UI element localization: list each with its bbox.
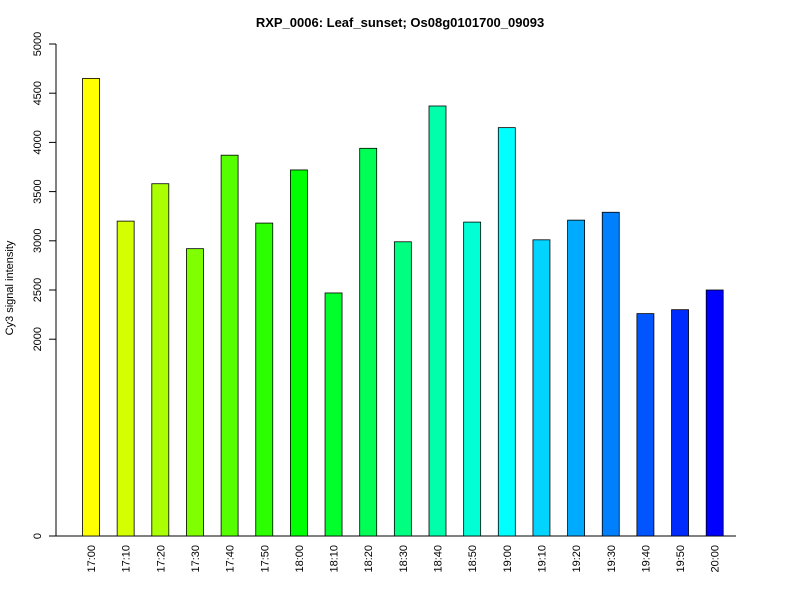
x-tick-label: 19:30	[606, 545, 618, 573]
bar	[463, 221, 482, 537]
bar	[151, 183, 170, 537]
bar	[393, 241, 412, 537]
bar	[671, 309, 689, 537]
bar	[116, 220, 135, 537]
bar	[428, 105, 447, 537]
bar	[532, 239, 551, 537]
bar	[186, 248, 204, 537]
y-axis-ticks: 0 2000 2500 3000 3500 4000 4500 5000	[32, 32, 56, 539]
x-tick-label: 18:40	[433, 545, 445, 573]
x-tick-label: 19:20	[571, 545, 583, 573]
x-tick-label: 17:30	[190, 545, 202, 573]
bar	[497, 127, 516, 537]
y-tick-label: 2500	[32, 278, 44, 302]
x-tick-label: 17:00	[86, 545, 98, 573]
y-axis-label: Cy3 signal intensity	[4, 240, 16, 335]
bar	[636, 313, 655, 537]
chart-title: RXP_0006: Leaf_sunset; Os08g0101700_0909…	[256, 15, 544, 30]
x-axis-tick-labels: 17:00 17:10 17:20 17:30 17:40 17:50 18:00 18:10…	[86, 545, 722, 573]
bar	[324, 292, 343, 537]
bar	[601, 211, 620, 537]
bar	[289, 169, 308, 537]
y-tick-label: 4500	[32, 81, 44, 105]
x-tick-label: 18:00	[294, 545, 306, 573]
y-tick-label: 5000	[32, 32, 44, 56]
x-tick-label: 17:20	[155, 545, 167, 573]
bar	[220, 154, 239, 537]
x-tick-label: 18:30	[398, 545, 410, 573]
bar	[567, 219, 585, 537]
x-tick-label: 20:00	[710, 545, 722, 573]
x-tick-label: 19:00	[502, 545, 514, 573]
y-tick-label: 2000	[32, 327, 44, 351]
bar	[255, 222, 274, 537]
y-tick-label: 0	[32, 533, 44, 539]
x-tick-label: 18:10	[329, 545, 341, 573]
x-tick-label: 18:20	[363, 545, 375, 573]
bar	[705, 289, 724, 537]
y-tick-label: 4000	[32, 130, 44, 154]
x-tick-label: 19:10	[536, 545, 548, 573]
x-tick-label: 19:40	[640, 545, 652, 573]
bars	[82, 78, 724, 537]
bar	[82, 78, 100, 537]
x-tick-label: 17:10	[121, 545, 133, 573]
x-tick-label: 19:50	[675, 545, 687, 573]
x-tick-label: 17:40	[225, 545, 237, 573]
x-tick-label: 18:50	[467, 545, 479, 573]
bar	[359, 147, 378, 537]
y-tick-label: 3000	[32, 229, 44, 253]
y-tick-label: 3500	[32, 179, 44, 203]
x-tick-label: 17:50	[259, 545, 271, 573]
